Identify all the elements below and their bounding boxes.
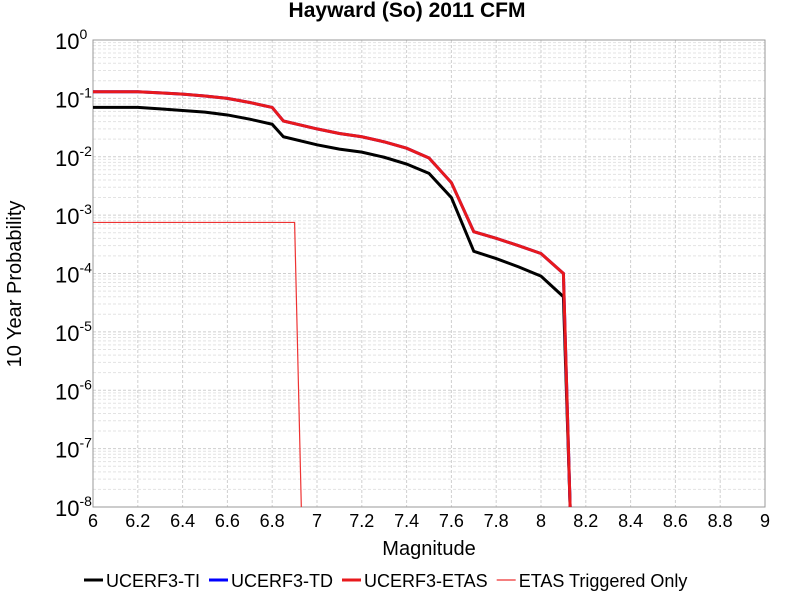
y-tick-label: 10-6: [55, 376, 92, 404]
x-tick-label: 9: [760, 511, 770, 531]
y-tick-label: 10-1: [55, 84, 92, 112]
x-tick-label: 7: [312, 511, 322, 531]
x-tick-label: 7.4: [394, 511, 419, 531]
y-tick-label: 10-5: [55, 318, 92, 346]
x-tick-label: 8.2: [573, 511, 598, 531]
x-tick-label: 6.6: [215, 511, 240, 531]
x-tick-label: 8.4: [618, 511, 643, 531]
x-tick-label: 6: [88, 511, 98, 531]
y-tick-label: 10-8: [55, 493, 92, 521]
x-tick-label: 7.6: [439, 511, 464, 531]
x-tick-label: 7.8: [484, 511, 509, 531]
chart-title: Hayward (So) 2011 CFM: [289, 0, 526, 22]
legend: UCERF3-TI UCERF3-TD UCERF3-ETAS ETAS Trigge…: [84, 571, 687, 591]
y-tick-label: 10-2: [55, 143, 92, 171]
x-axis-label: Magnitude: [382, 538, 475, 560]
plot-frame: [92, 39, 766, 508]
series-line-2: [93, 90, 572, 508]
x-tick-label: 6.4: [170, 511, 195, 531]
x-tick-label: 6.2: [125, 511, 150, 531]
y-tick-labels: 100 10-1 10-2 10-3 10-4 10-5 10-6 10-7 10-8: [55, 26, 92, 521]
legend-label-2: UCERF3-ETAS: [364, 571, 488, 591]
series-line-3: [93, 221, 302, 508]
x-tick-label: 8.6: [663, 511, 688, 531]
y-axis-label: 10 Year Probability: [4, 201, 26, 368]
legend-label-0: UCERF3-TI: [106, 571, 200, 591]
y-tick-label: 10-7: [55, 435, 92, 463]
y-tick-label: 10-4: [55, 260, 92, 288]
y-tick-label: 100: [55, 26, 87, 54]
series-line-0: [93, 105, 572, 508]
x-tick-labels: 6 6.2 6.4 6.6 6.8 7 7.2 7.4 7.6 7.8 8 8.2 8.4 8.6 8.8 9: [88, 511, 770, 531]
x-tick-label: 7.2: [349, 511, 374, 531]
series-layer: [93, 90, 572, 508]
x-tick-label: 8.8: [708, 511, 733, 531]
legend-label-1: UCERF3-TD: [231, 571, 333, 591]
legend-label-3: ETAS Triggered Only: [519, 571, 688, 591]
y-tick-label: 10-3: [55, 201, 92, 229]
grid-minor: [93, 42, 765, 490]
x-tick-label: 6.8: [260, 511, 285, 531]
x-tick-label: 8: [536, 511, 546, 531]
